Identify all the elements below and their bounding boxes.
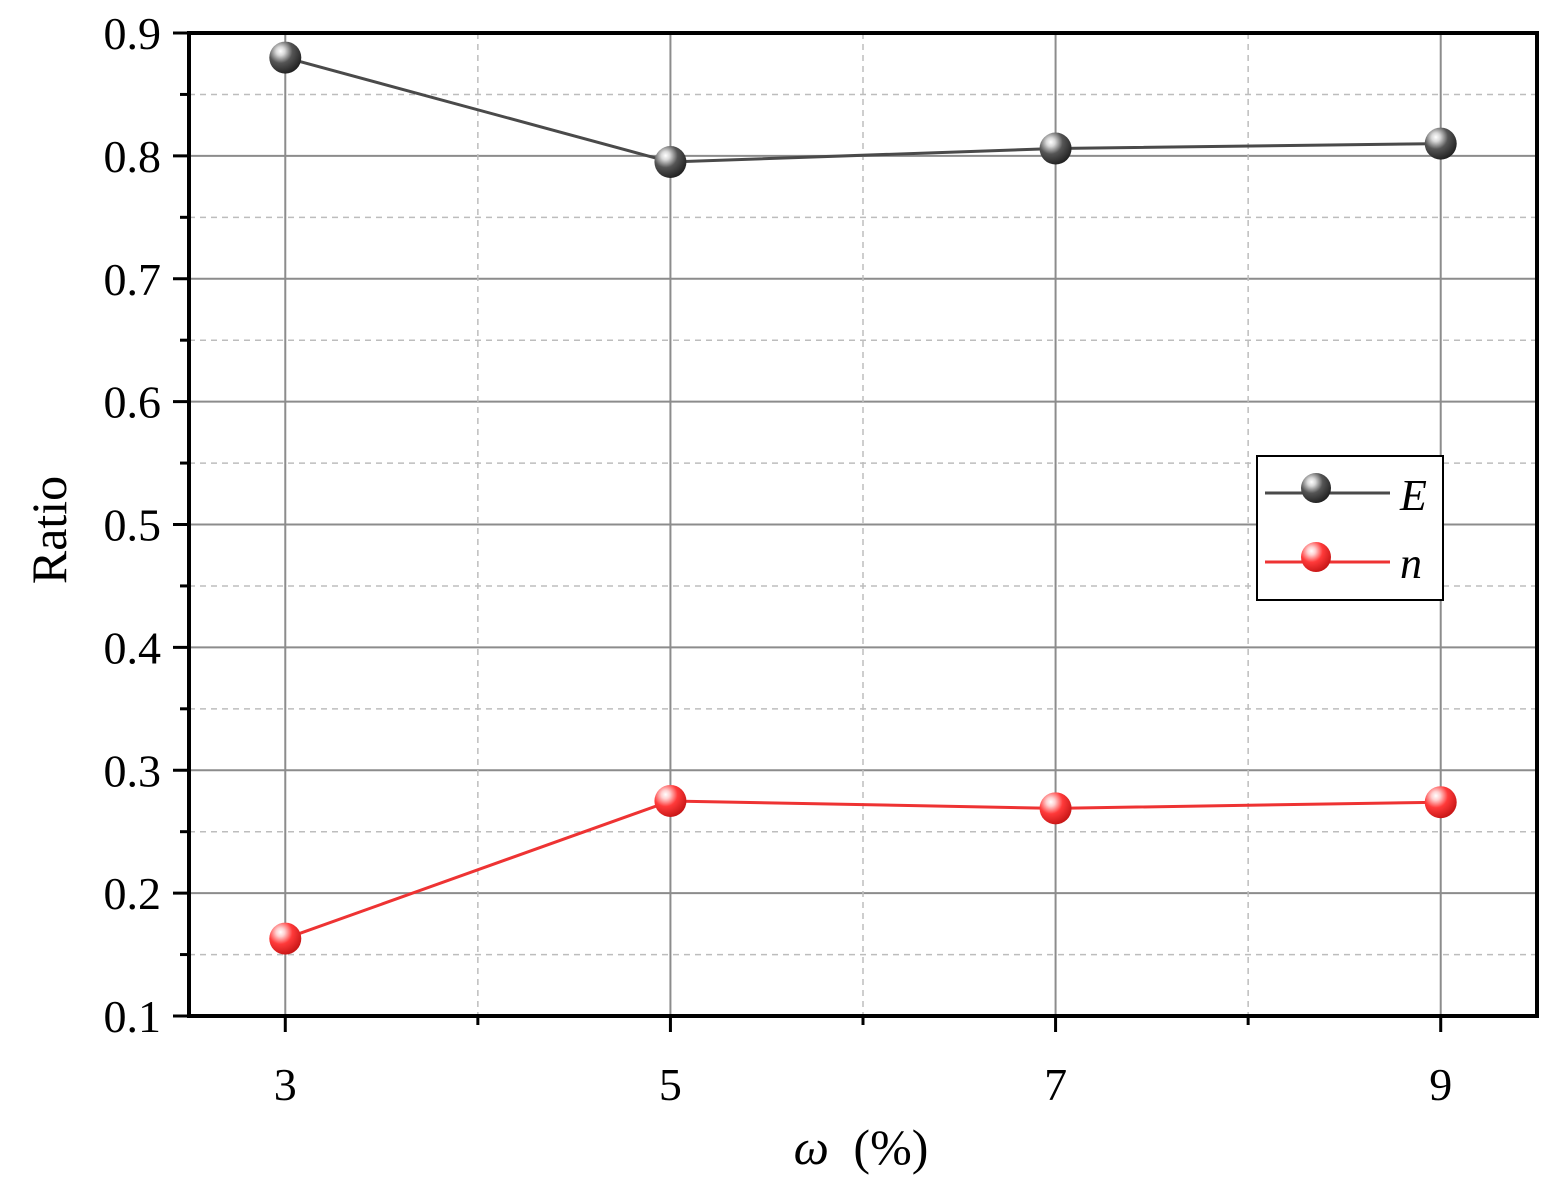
legend-marker-E	[1301, 473, 1331, 503]
series-line-n	[284, 799, 1441, 941]
axis-ticks	[173, 31, 1443, 1032]
x-tick-label: 9	[1429, 1059, 1452, 1110]
data-point-E	[654, 146, 687, 179]
data-point-n	[1039, 792, 1072, 825]
y-tick-label: 0.6	[104, 377, 162, 428]
y-tick-label: 0.5	[104, 500, 162, 551]
x-axis-title: ω (%)	[794, 1119, 929, 1175]
legend-marker-n	[1301, 542, 1331, 572]
data-point-E	[1424, 127, 1457, 160]
legend-label-n: n	[1400, 539, 1422, 588]
series-layer	[269, 41, 1457, 955]
y-tick-label: 0.4	[104, 622, 162, 673]
x-tick-label: 7	[1044, 1059, 1067, 1110]
legend-label-E: E	[1399, 471, 1427, 520]
series-line-E	[284, 56, 1441, 164]
data-point-n	[269, 922, 302, 955]
x-tick-label: 3	[274, 1059, 297, 1110]
legend-box	[1256, 455, 1444, 601]
data-point-n	[654, 784, 687, 817]
data-point-E	[1039, 132, 1072, 165]
y-tick-label: 0.1	[104, 991, 162, 1042]
data-point-n	[1424, 786, 1457, 819]
y-tick-label: 0.8	[104, 131, 162, 182]
y-tick-label: 0.7	[104, 254, 162, 305]
y-axis-title: Ratio	[21, 476, 77, 584]
data-point-E	[269, 41, 302, 74]
y-tick-label: 0.3	[104, 745, 162, 796]
legend: E n	[1256, 455, 1444, 601]
x-tick-label: 5	[659, 1059, 682, 1110]
x-axis-unit: (%)	[853, 1119, 928, 1175]
y-tick-label: 0.9	[104, 8, 162, 59]
tick-labels: 0.1 0.2 0.3 0.4 0.5 0.6 0.7 0.8 0.9 3 5 7 9	[104, 8, 1453, 1110]
x-axis-symbol: ω	[794, 1119, 829, 1175]
y-tick-label: 0.2	[104, 868, 162, 919]
